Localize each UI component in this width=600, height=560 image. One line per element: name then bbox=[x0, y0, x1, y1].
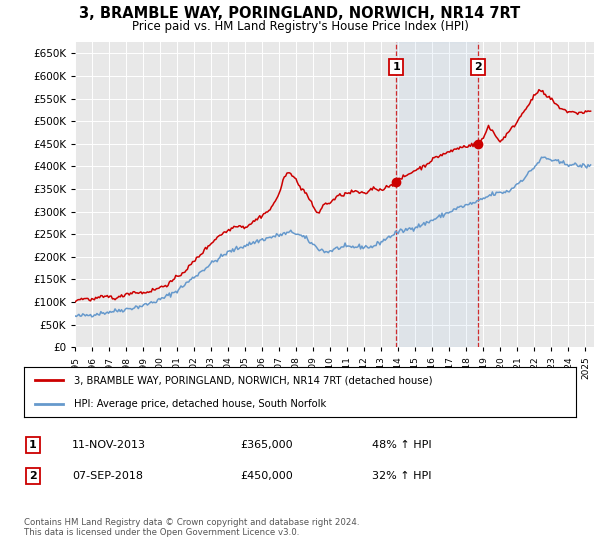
Text: 11-NOV-2013: 11-NOV-2013 bbox=[72, 440, 146, 450]
Text: £450,000: £450,000 bbox=[240, 471, 293, 481]
Text: 48% ↑ HPI: 48% ↑ HPI bbox=[372, 440, 431, 450]
Text: 07-SEP-2018: 07-SEP-2018 bbox=[72, 471, 143, 481]
Text: 1: 1 bbox=[29, 440, 37, 450]
Text: 3, BRAMBLE WAY, PORINGLAND, NORWICH, NR14 7RT: 3, BRAMBLE WAY, PORINGLAND, NORWICH, NR1… bbox=[79, 6, 521, 21]
Text: 2: 2 bbox=[29, 471, 37, 481]
Text: £365,000: £365,000 bbox=[240, 440, 293, 450]
Text: Contains HM Land Registry data © Crown copyright and database right 2024.
This d: Contains HM Land Registry data © Crown c… bbox=[24, 518, 359, 538]
Text: HPI: Average price, detached house, South Norfolk: HPI: Average price, detached house, Sout… bbox=[74, 399, 326, 409]
Text: 32% ↑ HPI: 32% ↑ HPI bbox=[372, 471, 431, 481]
Text: 1: 1 bbox=[392, 62, 400, 72]
Text: Price paid vs. HM Land Registry's House Price Index (HPI): Price paid vs. HM Land Registry's House … bbox=[131, 20, 469, 32]
Text: 2: 2 bbox=[474, 62, 482, 72]
Text: 3, BRAMBLE WAY, PORINGLAND, NORWICH, NR14 7RT (detached house): 3, BRAMBLE WAY, PORINGLAND, NORWICH, NR1… bbox=[74, 375, 432, 385]
Bar bbox=[396, 42, 478, 347]
